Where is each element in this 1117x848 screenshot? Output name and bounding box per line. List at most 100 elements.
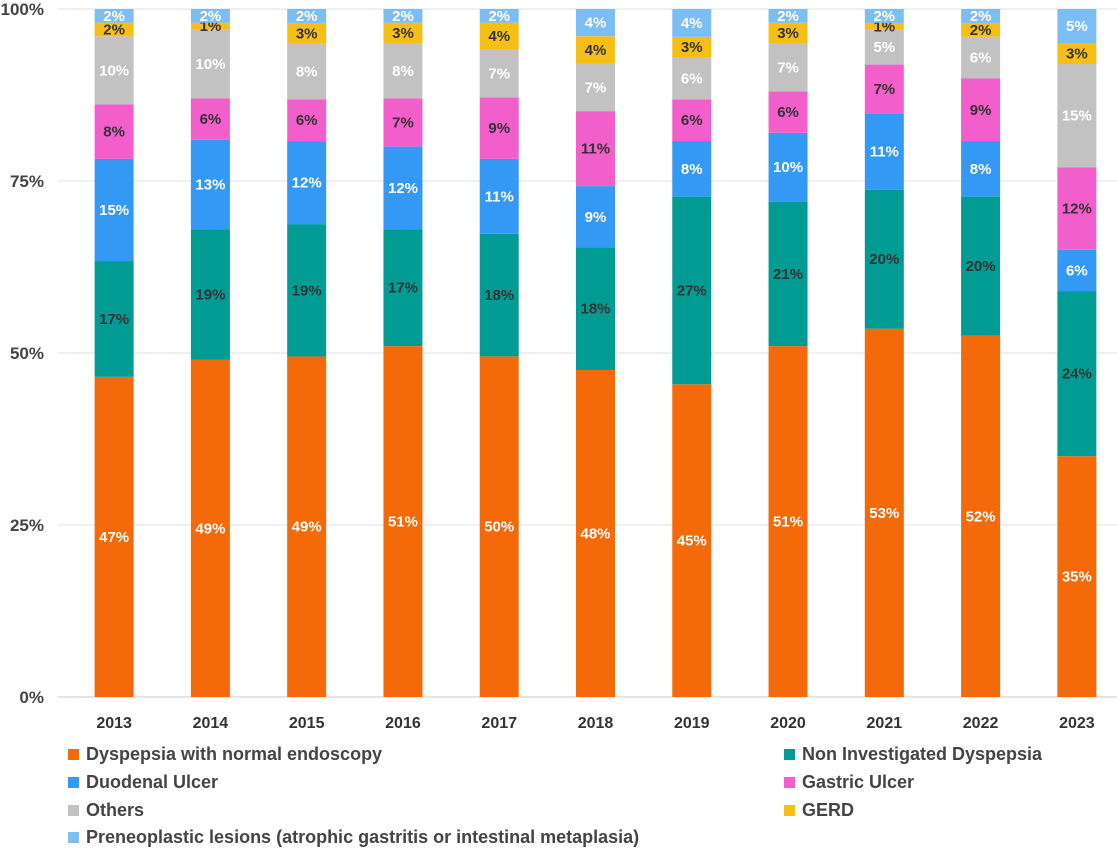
legend-item-preneoplastic[interactable]: Preneoplastic lesions (atrophic gastriti…	[68, 827, 639, 848]
legend-item-gerd[interactable]: GERD	[784, 800, 854, 821]
legend-item-duodenal[interactable]: Duodenal Ulcer	[68, 772, 218, 793]
bar-segment[interactable]	[576, 63, 615, 112]
bar-segment[interactable]	[383, 22, 423, 44]
bar-stack-2021: 53%20%11%7%5%1%2%	[864, 8, 904, 697]
bar-segment[interactable]	[479, 49, 519, 98]
bar-segment[interactable]	[672, 141, 712, 197]
bar-segment[interactable]	[576, 186, 615, 248]
bar-segment[interactable]	[383, 346, 423, 697]
bar-segment[interactable]	[190, 359, 230, 697]
bar-segment[interactable]	[94, 376, 134, 697]
bar-segment[interactable]	[768, 346, 808, 697]
bar-segment[interactable]	[1057, 43, 1097, 65]
bar-segment[interactable]	[961, 78, 1001, 142]
bar-segment[interactable]	[94, 104, 134, 159]
data-label: 6%	[296, 112, 318, 129]
data-label: 8%	[681, 161, 703, 178]
legend-label-dyspepsia: Dyspepsia with normal endoscopy	[86, 744, 383, 764]
bar-segment[interactable]	[190, 98, 230, 140]
bar-segment[interactable]	[287, 43, 327, 100]
legend-item-others[interactable]: Others	[68, 800, 144, 821]
bar-segment[interactable]	[576, 111, 615, 187]
bar-segment[interactable]	[1057, 167, 1097, 250]
bar-segment[interactable]	[768, 91, 808, 133]
bar-segment[interactable]	[190, 139, 230, 230]
data-label: 12%	[388, 180, 418, 197]
data-label: 20%	[966, 258, 996, 275]
bar-segment[interactable]	[672, 99, 712, 142]
bar-segment[interactable]	[576, 247, 615, 371]
bar-segment[interactable]	[287, 141, 327, 225]
bar-segment[interactable]	[864, 113, 904, 190]
bar-segment[interactable]	[864, 64, 904, 114]
bar-segment[interactable]	[1057, 249, 1097, 292]
x-tick-label: 2021	[867, 715, 903, 732]
bar-segment[interactable]	[576, 36, 615, 64]
bar-segment[interactable]	[479, 356, 519, 697]
bar-segment[interactable]	[576, 370, 615, 697]
bar-segment[interactable]	[961, 141, 1001, 197]
bar-segment[interactable]	[1057, 64, 1097, 168]
bar-segment[interactable]	[864, 9, 904, 23]
bar-segment[interactable]	[1057, 291, 1097, 457]
bar-segment[interactable]	[672, 196, 712, 385]
bar-segment[interactable]	[190, 229, 230, 360]
bar-stack-2023: 35% 24% 6% 12% 15% 3% 5%	[1057, 9, 1097, 697]
bar-segment[interactable]	[479, 97, 519, 159]
bar-segment[interactable]	[94, 9, 134, 23]
bar-segment[interactable]	[383, 9, 423, 23]
bar-segment[interactable]	[287, 99, 327, 142]
bar-segment[interactable]	[287, 224, 327, 357]
bar-segment[interactable]	[672, 9, 712, 37]
bar-segment[interactable]	[287, 22, 327, 44]
legend-item-non-investigated[interactable]: Non Investigated Dyspepsia	[784, 744, 1042, 765]
data-label: 2%	[777, 8, 799, 25]
bar-segment[interactable]	[383, 146, 423, 230]
bar-segment[interactable]	[576, 9, 615, 37]
bar-segment[interactable]	[479, 233, 519, 357]
legend-item-dyspepsia[interactable]: Dyspepsia with normal endoscopy	[68, 744, 382, 765]
data-label: 4%	[681, 15, 703, 32]
bar-segment[interactable]	[768, 43, 808, 92]
bar-segment[interactable]	[287, 9, 327, 23]
bar-segment[interactable]	[190, 22, 230, 30]
bar-segment[interactable]	[768, 9, 808, 23]
bar-segment[interactable]	[1057, 9, 1097, 44]
bar-segment[interactable]	[961, 36, 1001, 79]
bar-segment[interactable]	[961, 335, 1001, 697]
bar-segment[interactable]	[672, 36, 712, 58]
bar-segment[interactable]	[864, 22, 904, 30]
bar-segment[interactable]	[768, 201, 808, 347]
bar-segment[interactable]	[190, 9, 230, 23]
bar-segment[interactable]	[768, 22, 808, 44]
bar-segment[interactable]	[961, 196, 1001, 336]
bar-segment[interactable]	[672, 57, 712, 100]
bar-segment[interactable]	[961, 9, 1001, 23]
bar-segment[interactable]	[1057, 456, 1097, 697]
bar-segment[interactable]	[864, 29, 904, 65]
bar-segment[interactable]	[94, 22, 134, 37]
data-label: 53%	[869, 505, 899, 522]
bar-segment[interactable]	[94, 36, 134, 105]
legend-swatch-gastric	[784, 777, 795, 788]
bar-segment[interactable]	[864, 328, 904, 697]
bar-segment[interactable]	[479, 9, 519, 23]
bar-segment[interactable]	[383, 98, 423, 147]
bar-segment[interactable]	[287, 356, 327, 697]
legend-item-gastric[interactable]: Gastric Ulcer	[784, 772, 914, 793]
bar-segment[interactable]	[961, 22, 1001, 37]
bar-segment[interactable]	[383, 43, 423, 99]
bar-segment[interactable]	[383, 229, 423, 347]
bar-segment[interactable]	[94, 261, 134, 377]
data-label: 4%	[488, 28, 510, 45]
bar-segment[interactable]	[94, 158, 134, 262]
bar-segment[interactable]	[672, 384, 712, 697]
bar-segment[interactable]	[864, 189, 904, 329]
bar-segment[interactable]	[479, 22, 519, 50]
data-label: 51%	[773, 514, 803, 531]
bar-segment[interactable]	[479, 158, 519, 234]
data-label: 7%	[488, 66, 510, 83]
bar-segment[interactable]	[768, 132, 808, 202]
bar-segment[interactable]	[190, 29, 230, 99]
